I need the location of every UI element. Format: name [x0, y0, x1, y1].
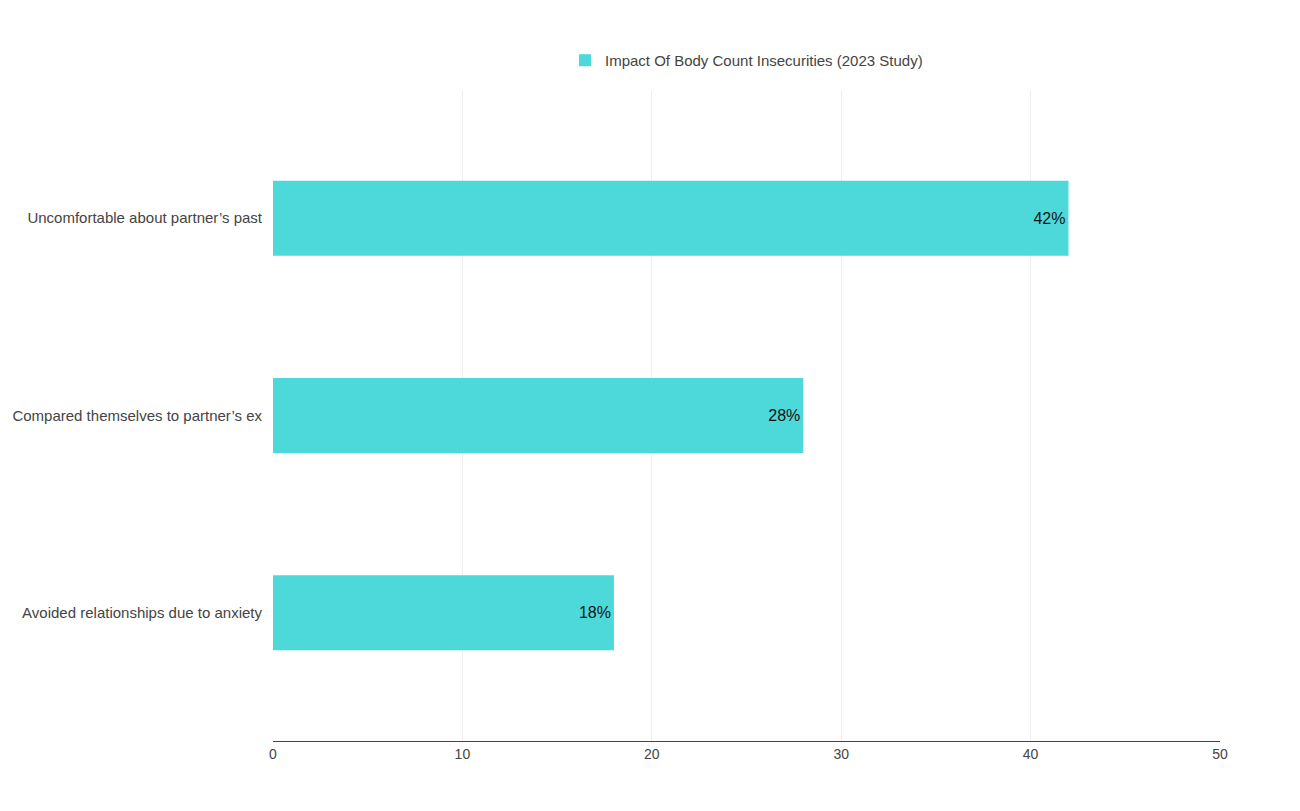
svg-text:28%: 28%: [768, 407, 800, 424]
svg-text:40: 40: [1023, 746, 1039, 762]
svg-text:42%: 42%: [1033, 210, 1065, 227]
svg-text:0: 0: [269, 746, 277, 762]
svg-text:Avoided relationships due to a: Avoided relationships due to anxiety: [22, 604, 262, 621]
svg-text:Uncomfortable about partner’s: Uncomfortable about partner’s past: [27, 209, 262, 226]
svg-text:50: 50: [1212, 746, 1228, 762]
svg-text:30: 30: [833, 746, 849, 762]
svg-text:Compared themselves to partner: Compared themselves to partner’s ex: [12, 407, 262, 424]
svg-text:18%: 18%: [579, 604, 611, 621]
svg-text:20: 20: [644, 746, 660, 762]
svg-text:Impact Of Body Count Insecurit: Impact Of Body Count Insecurities (2023 …: [605, 52, 923, 69]
svg-text:10: 10: [455, 746, 471, 762]
